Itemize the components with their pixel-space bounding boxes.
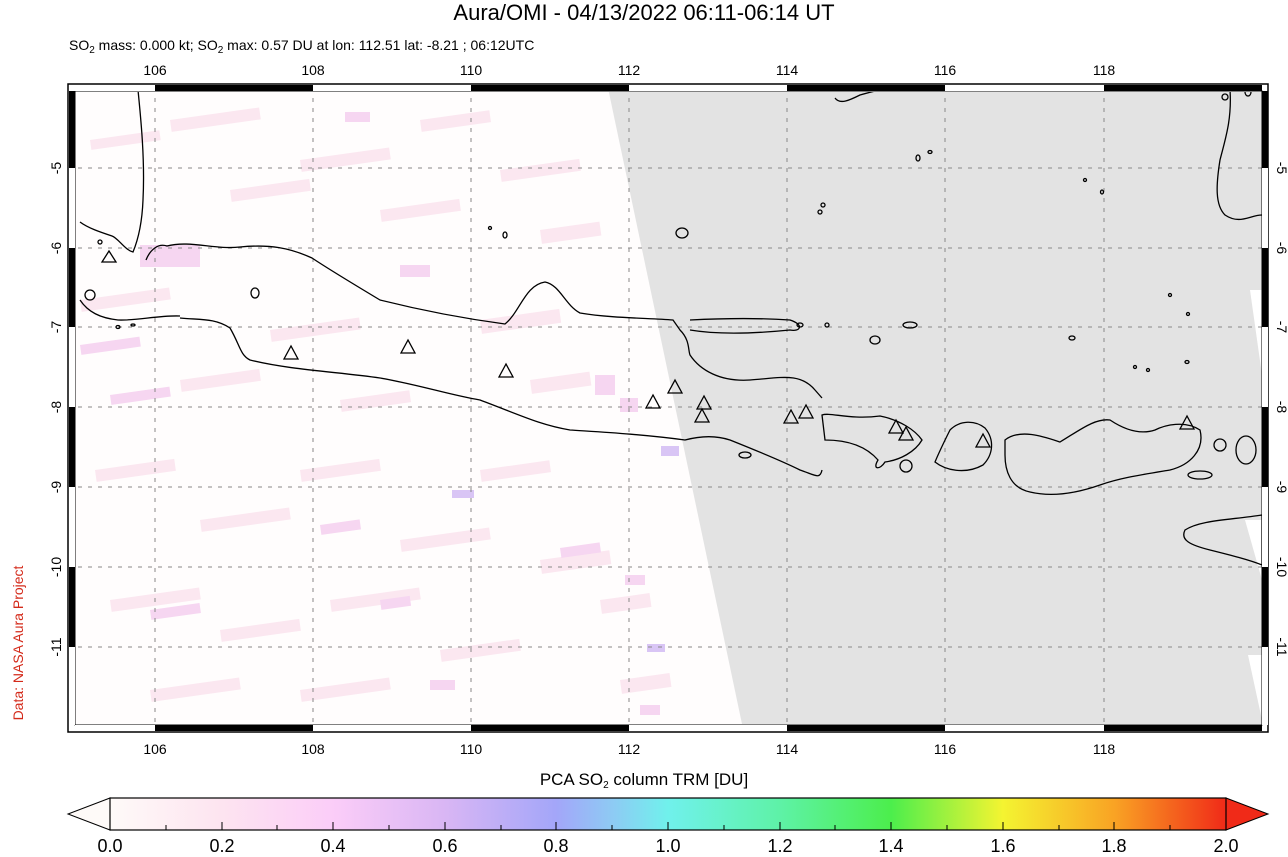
x-tick-top: 114 [775,62,799,78]
x-tick-top: 118 [1092,62,1116,78]
y-tick-right: -10 [1274,556,1288,578]
y-tick-right: -9 [1274,480,1288,494]
x-tick-bottom: 108 [301,741,325,757]
x-tick-top: 110 [459,62,483,78]
x-tick-top: 116 [933,62,957,78]
so2-pixels [80,107,679,715]
volcano-icon [644,393,662,409]
colorbar-tick-label: 0.4 [320,836,346,856]
subtitle-subscript: 2 [217,45,224,56]
y-tick-right: -8 [1274,400,1288,414]
x-tick-bottom: 112 [617,741,641,757]
volcano-icon [897,425,915,441]
y-tick-left: -9 [48,480,64,494]
coastlines [79,92,1262,566]
y-tick-left: -10 [48,556,64,578]
y-tick-right: -11 [1274,637,1288,657]
y-tick-left: -11 [48,637,64,657]
volcano-icon [100,249,118,263]
x-tick-bottom: 118 [1092,741,1116,757]
map-area [75,92,1262,724]
x-tick-top: 112 [617,62,641,78]
colorbar-over-arrow [1225,797,1270,831]
colorbar-ticks [165,822,1171,830]
y-tick-left: -5 [48,161,64,175]
chart-title: Aura/OMI - 04/13/2022 06:11-06:14 UT [453,0,835,25]
subtitle-text: SO [69,37,90,53]
y-tick-left: -7 [48,320,64,334]
y-tick-right: -7 [1274,320,1288,334]
gridlines [75,92,1262,724]
x-tick-bottom: 114 [775,741,799,757]
y-tick-left: -6 [48,241,64,255]
x-tick-bottom: 116 [933,741,957,757]
x-tick-bottom: 106 [143,741,167,757]
volcano-icon [282,344,300,360]
map-frame [67,83,1269,733]
x-tick-top: 106 [143,62,167,78]
colorbar-tick-label: 1.8 [1101,836,1127,856]
volcano-icon [693,407,711,423]
map-plot [67,83,1269,733]
colorbar-tick-label: 0.2 [209,836,235,856]
volcano-markers [100,249,1196,448]
colorbar-tick-label: 1.2 [767,836,793,856]
colorbar-tick-label: 1.4 [878,836,904,856]
volcano-icon [399,338,417,354]
colorbar-tick-label: 1.0 [655,836,681,856]
volcano-icon [797,403,815,419]
x-tick-bottom: 110 [459,741,483,757]
subtitle-text: max: 0.57 DU at lon: 112.51 lat: -8.21 ;… [223,37,535,53]
volcano-icon [974,432,992,448]
volcano-icon [1178,414,1196,430]
x-tick-top: 108 [301,62,325,78]
y-tick-right: -6 [1274,241,1288,255]
y-tick-right: -5 [1274,161,1288,175]
volcano-icon [497,362,515,378]
subtitle-subscript: 2 [89,45,95,56]
colorbar-label: PCA SO2 column TRM [DU] [539,770,749,791]
chart-subtitle: SO2 mass: 0.000 kt; SO2 max: 0.57 DU at … [69,36,534,60]
colorbar [66,797,1270,831]
colorbar-under-arrow [66,797,111,831]
colorbar-tick-label: 0.6 [432,836,458,856]
volcano-icon [782,408,800,424]
y-tick-left: -8 [48,400,64,414]
volcano-icon [695,394,713,410]
colorbar-tick-label: 0.8 [543,836,569,856]
volcano-icon [887,418,905,434]
colorbar-tick-label: 0.0 [97,836,123,856]
colorbar-tick-label: 2.0 [1213,836,1239,856]
colorbar-tick-label: 1.6 [990,836,1016,856]
volcano-icon [666,378,684,394]
no-data-region [608,92,1262,724]
subtitle-text: mass: 0.000 kt; SO [94,37,218,53]
